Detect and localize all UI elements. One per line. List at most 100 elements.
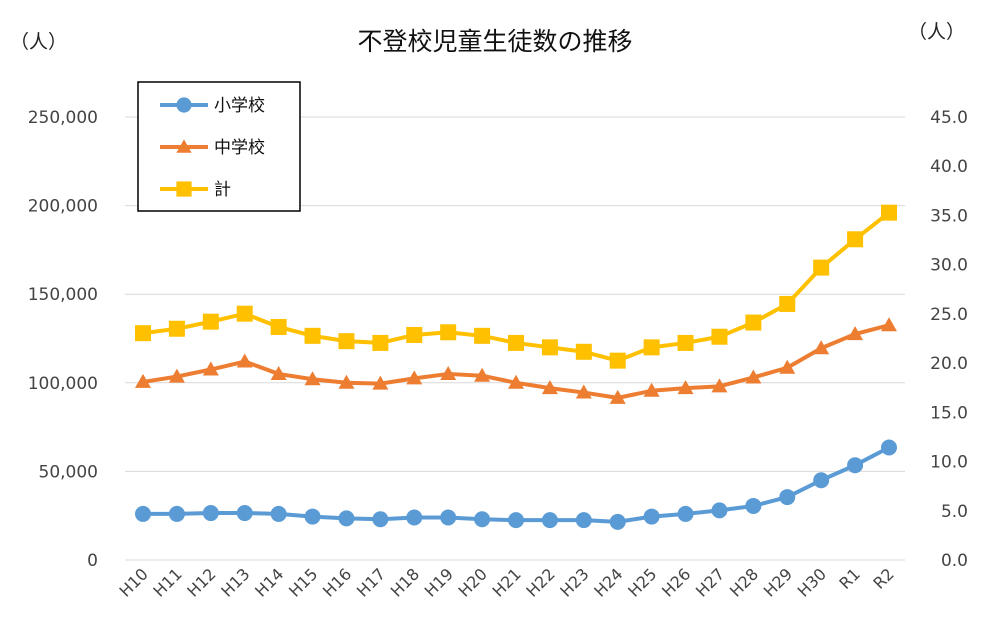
data-point: [236, 505, 253, 522]
data-point: [236, 305, 253, 322]
legend-item: 中学校: [160, 138, 265, 158]
data-point: [270, 365, 287, 380]
left-tick-label: 50,000: [39, 462, 98, 482]
data-point: [813, 340, 830, 355]
data-point: [202, 361, 219, 376]
x-tick-label: H30: [794, 564, 830, 600]
x-tick-label: R2: [869, 564, 897, 592]
right-axis-unit: （人）: [908, 21, 965, 43]
right-tick-label: 45.0: [930, 108, 968, 128]
x-tick-label: H18: [387, 564, 423, 600]
x-tick-label: H24: [590, 564, 626, 600]
data-point: [372, 375, 389, 390]
series-0: [135, 439, 897, 530]
data-point: [711, 328, 728, 345]
data-point: [847, 231, 864, 248]
right-tick-label: 30.0: [930, 256, 968, 276]
data-point: [508, 334, 524, 351]
right-tick-label: 40.0: [930, 157, 968, 177]
data-point: [541, 339, 558, 356]
data-point: [202, 505, 219, 522]
data-point: [135, 505, 151, 522]
data-point: [745, 314, 762, 331]
x-tick-label: H22: [522, 564, 558, 600]
x-tick-label: H13: [217, 564, 253, 600]
legend-swatch-marker: [176, 97, 192, 113]
legend-swatch-marker: [176, 139, 192, 153]
x-tick-label: H12: [183, 564, 219, 600]
data-point: [847, 457, 864, 474]
data-point: [575, 384, 592, 399]
data-point: [541, 380, 558, 395]
left-tick-label: 0: [87, 551, 98, 571]
data-point: [643, 339, 660, 356]
data-point: [508, 374, 524, 389]
data-point: [338, 333, 355, 350]
legend-item: 計: [160, 180, 231, 200]
data-point: [440, 324, 457, 341]
data-point: [474, 511, 491, 528]
data-point: [847, 326, 864, 341]
legend-item: 小学校: [160, 96, 265, 116]
data-point: [677, 334, 694, 351]
legend-label: 中学校: [214, 138, 265, 158]
right-tick-label: 20.0: [930, 354, 968, 374]
data-point: [677, 505, 694, 522]
x-tick-label: H27: [692, 564, 728, 600]
x-tick-label: H20: [455, 564, 491, 600]
data-point: [881, 317, 897, 332]
data-point: [609, 389, 626, 404]
data-point: [474, 327, 491, 344]
legend-swatch-marker: [176, 181, 192, 197]
data-point: [779, 489, 796, 506]
right-tick-label: 25.0: [930, 305, 968, 325]
data-point: [440, 365, 457, 380]
x-tick-label: H23: [556, 564, 592, 600]
series-1: [135, 317, 897, 404]
data-point: [202, 313, 219, 330]
data-point: [338, 510, 355, 527]
left-tick-label: 200,000: [28, 197, 98, 217]
data-point: [745, 369, 762, 384]
x-tick-label: H17: [353, 564, 389, 600]
x-tick-label: H14: [251, 564, 287, 600]
data-point: [304, 327, 321, 344]
data-point: [575, 512, 592, 529]
legend-label: 計: [214, 180, 231, 200]
data-point: [575, 343, 592, 360]
x-tick-label: H19: [421, 564, 457, 600]
data-point: [508, 512, 524, 529]
legend-label: 小学校: [214, 96, 265, 116]
data-point: [135, 325, 151, 342]
left-axis-unit: （人）: [10, 31, 67, 53]
x-tick-label: H11: [149, 564, 185, 600]
data-point: [609, 352, 626, 369]
data-point: [881, 439, 897, 456]
right-tick-label: 0.0: [941, 551, 968, 571]
right-axis: 0.0 5.0 10.0 15.0 20.0 25.0 30.0 35.0 40.0 45.0: [930, 108, 968, 571]
series-layer: [135, 204, 897, 530]
x-tick-label: R1: [835, 564, 863, 592]
data-point: [779, 359, 796, 374]
right-tick-label: 15.0: [930, 403, 968, 423]
data-point: [168, 368, 185, 383]
data-point: [270, 505, 287, 522]
data-point: [609, 513, 626, 530]
left-tick-label: 250,000: [28, 108, 98, 128]
data-point: [643, 382, 660, 397]
data-point: [541, 512, 558, 529]
x-axis: H10H11H12H13H14H15H16H17H18H19H20H21H22H…: [115, 564, 897, 600]
x-tick-label: H26: [658, 564, 694, 600]
x-tick-label: H29: [760, 564, 796, 600]
data-point: [372, 511, 389, 528]
data-point: [643, 508, 660, 525]
data-point: [440, 509, 457, 526]
right-tick-label: 35.0: [930, 206, 968, 226]
x-tick-label: H16: [319, 564, 355, 600]
right-tick-label: 10.0: [930, 453, 968, 473]
data-point: [236, 353, 253, 368]
data-point: [406, 370, 423, 385]
data-point: [168, 320, 185, 337]
